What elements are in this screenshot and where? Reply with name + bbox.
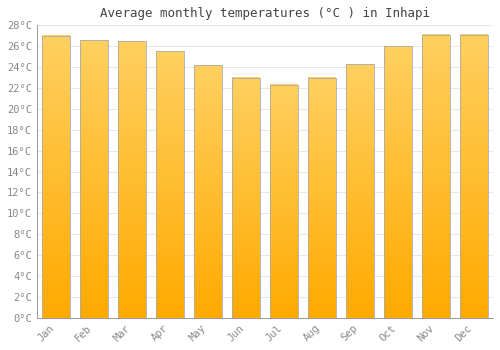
Bar bbox=[422, 35, 450, 318]
Bar bbox=[346, 64, 374, 318]
Bar bbox=[308, 78, 336, 318]
Bar bbox=[232, 78, 260, 318]
Bar bbox=[80, 40, 108, 318]
Bar bbox=[156, 51, 184, 318]
Title: Average monthly temperatures (°C ) in Inhapi: Average monthly temperatures (°C ) in In… bbox=[100, 7, 430, 20]
Bar bbox=[194, 65, 222, 318]
Bar bbox=[118, 41, 146, 318]
Bar bbox=[42, 36, 70, 318]
Bar bbox=[270, 85, 297, 318]
Bar bbox=[384, 46, 411, 318]
Bar bbox=[460, 35, 487, 318]
